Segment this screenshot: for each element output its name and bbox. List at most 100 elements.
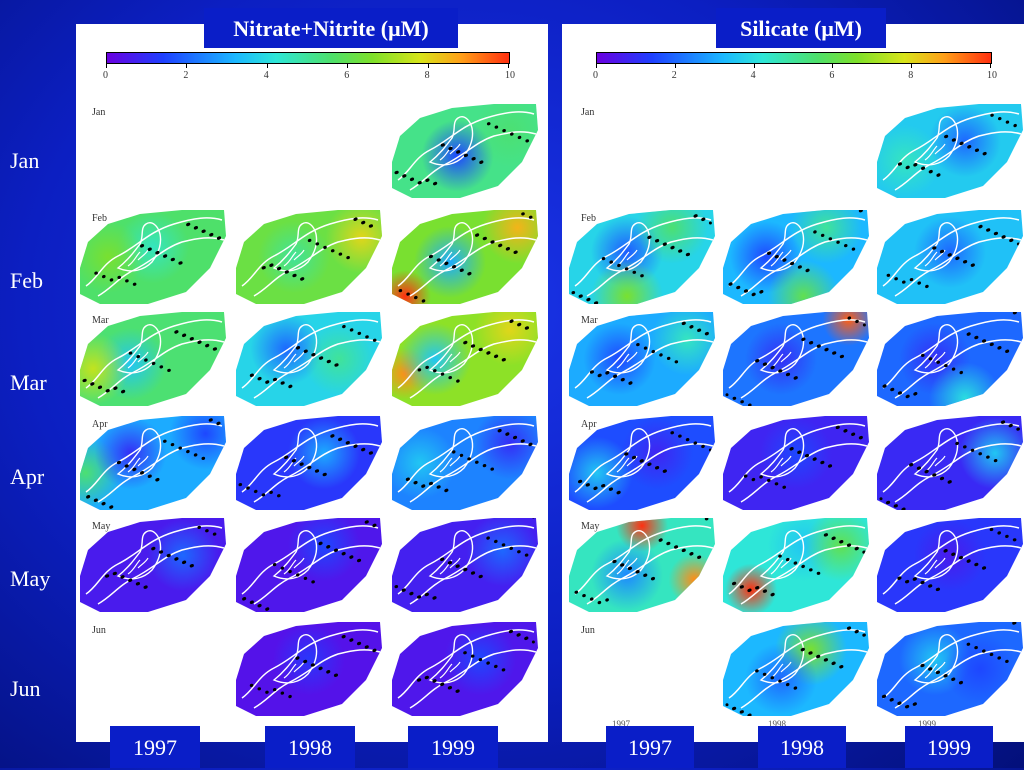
- station-dot: [502, 543, 506, 547]
- concentration-spot: [288, 417, 360, 490]
- station-dot: [1016, 242, 1020, 246]
- map-month-label: Jun: [92, 625, 106, 636]
- station-dot: [406, 292, 410, 296]
- station-dot: [740, 710, 744, 714]
- station-dot: [983, 339, 987, 343]
- station-dot: [752, 477, 756, 481]
- concentration-spot: [583, 323, 656, 395]
- station-dot: [636, 343, 640, 346]
- contour-line: [728, 319, 866, 389]
- station-dot: [902, 507, 906, 510]
- concentration-spot: [877, 124, 941, 197]
- station-dot: [929, 169, 933, 173]
- station-dot: [879, 497, 883, 501]
- station-dot: [1013, 123, 1017, 127]
- contour-line: [586, 545, 714, 605]
- inner-contour: [439, 455, 461, 473]
- station-dot: [495, 354, 499, 358]
- station-dot: [217, 421, 221, 425]
- map-month-label: Jan: [581, 107, 595, 118]
- station-dot: [948, 480, 952, 484]
- colorbar-tick-label: 4: [750, 70, 756, 81]
- station-dot: [582, 594, 586, 597]
- station-dot: [990, 113, 994, 117]
- colorbar-tick-mark: [990, 64, 991, 68]
- row-label-feb: Feb: [10, 268, 43, 293]
- station-dot: [471, 654, 475, 658]
- station-dot: [648, 235, 652, 239]
- station-dot: [476, 233, 480, 237]
- year-label-1998: 1998: [758, 726, 846, 768]
- station-dot: [809, 568, 813, 572]
- station-dot: [510, 132, 514, 136]
- station-dot: [763, 672, 767, 676]
- colorbar-tick-mark: [266, 64, 268, 68]
- station-dot: [113, 571, 117, 575]
- station-dot: [258, 376, 262, 380]
- station-dot: [708, 448, 712, 452]
- station-dot: [652, 349, 655, 353]
- station-dot: [621, 377, 625, 381]
- station-dot: [370, 224, 373, 228]
- station-dot: [756, 586, 760, 589]
- station-dot: [941, 249, 945, 253]
- station-dot: [430, 481, 433, 485]
- station-dot: [402, 403, 406, 406]
- station-dot: [733, 706, 737, 710]
- station-dot: [288, 694, 292, 698]
- station-dot: [859, 435, 863, 439]
- station-dot: [358, 641, 362, 645]
- contour-line: [728, 629, 866, 699]
- station-dot: [967, 332, 971, 336]
- station-dot: [409, 717, 412, 718]
- station-dot: [636, 570, 640, 573]
- station-dot: [906, 579, 910, 583]
- station-dot: [373, 648, 377, 652]
- station-dot: [929, 584, 933, 588]
- station-dot: [955, 441, 959, 445]
- station-dot: [810, 341, 814, 344]
- inner-contour: [924, 557, 946, 575]
- station-dot: [652, 576, 655, 580]
- station-dot: [121, 575, 125, 579]
- station-dot: [425, 365, 429, 369]
- concentration-spot: [616, 518, 668, 552]
- station-dot: [976, 148, 979, 152]
- contour-line: [253, 237, 381, 297]
- map-may-1997: [80, 518, 226, 612]
- station-dot: [411, 177, 415, 181]
- station-dot: [281, 691, 285, 695]
- inner-contour: [616, 557, 638, 575]
- contour-line: [894, 339, 1022, 399]
- station-dot: [441, 143, 445, 147]
- station-dot: [262, 493, 266, 497]
- station-dot: [1002, 235, 1006, 239]
- concentration-spot: [273, 623, 345, 696]
- station-dot: [137, 355, 140, 358]
- station-dot: [617, 490, 621, 494]
- station-dot: [183, 333, 187, 337]
- station-dot: [456, 564, 460, 568]
- station-dot: [410, 407, 413, 408]
- station-dot: [855, 629, 859, 633]
- station-dot: [883, 694, 887, 698]
- station-dot: [933, 246, 937, 250]
- station-dot: [862, 550, 866, 554]
- station-dot: [510, 319, 514, 323]
- contour-line: [409, 237, 537, 297]
- map-mar-1998: [723, 312, 869, 406]
- colorbar-tick-mark: [508, 64, 509, 68]
- station-dot: [394, 400, 398, 404]
- concentration-spot: [288, 518, 360, 582]
- station-dot: [832, 536, 836, 540]
- station-dot: [590, 597, 594, 601]
- station-dot: [756, 359, 760, 362]
- station-dot: [698, 328, 702, 332]
- station-dot: [783, 485, 786, 489]
- map-apr-1998: [723, 416, 869, 510]
- station-dot: [579, 294, 583, 298]
- contour-line: [586, 237, 714, 297]
- station-dot: [449, 146, 453, 150]
- station-dot: [775, 254, 779, 258]
- station-dot: [475, 460, 479, 464]
